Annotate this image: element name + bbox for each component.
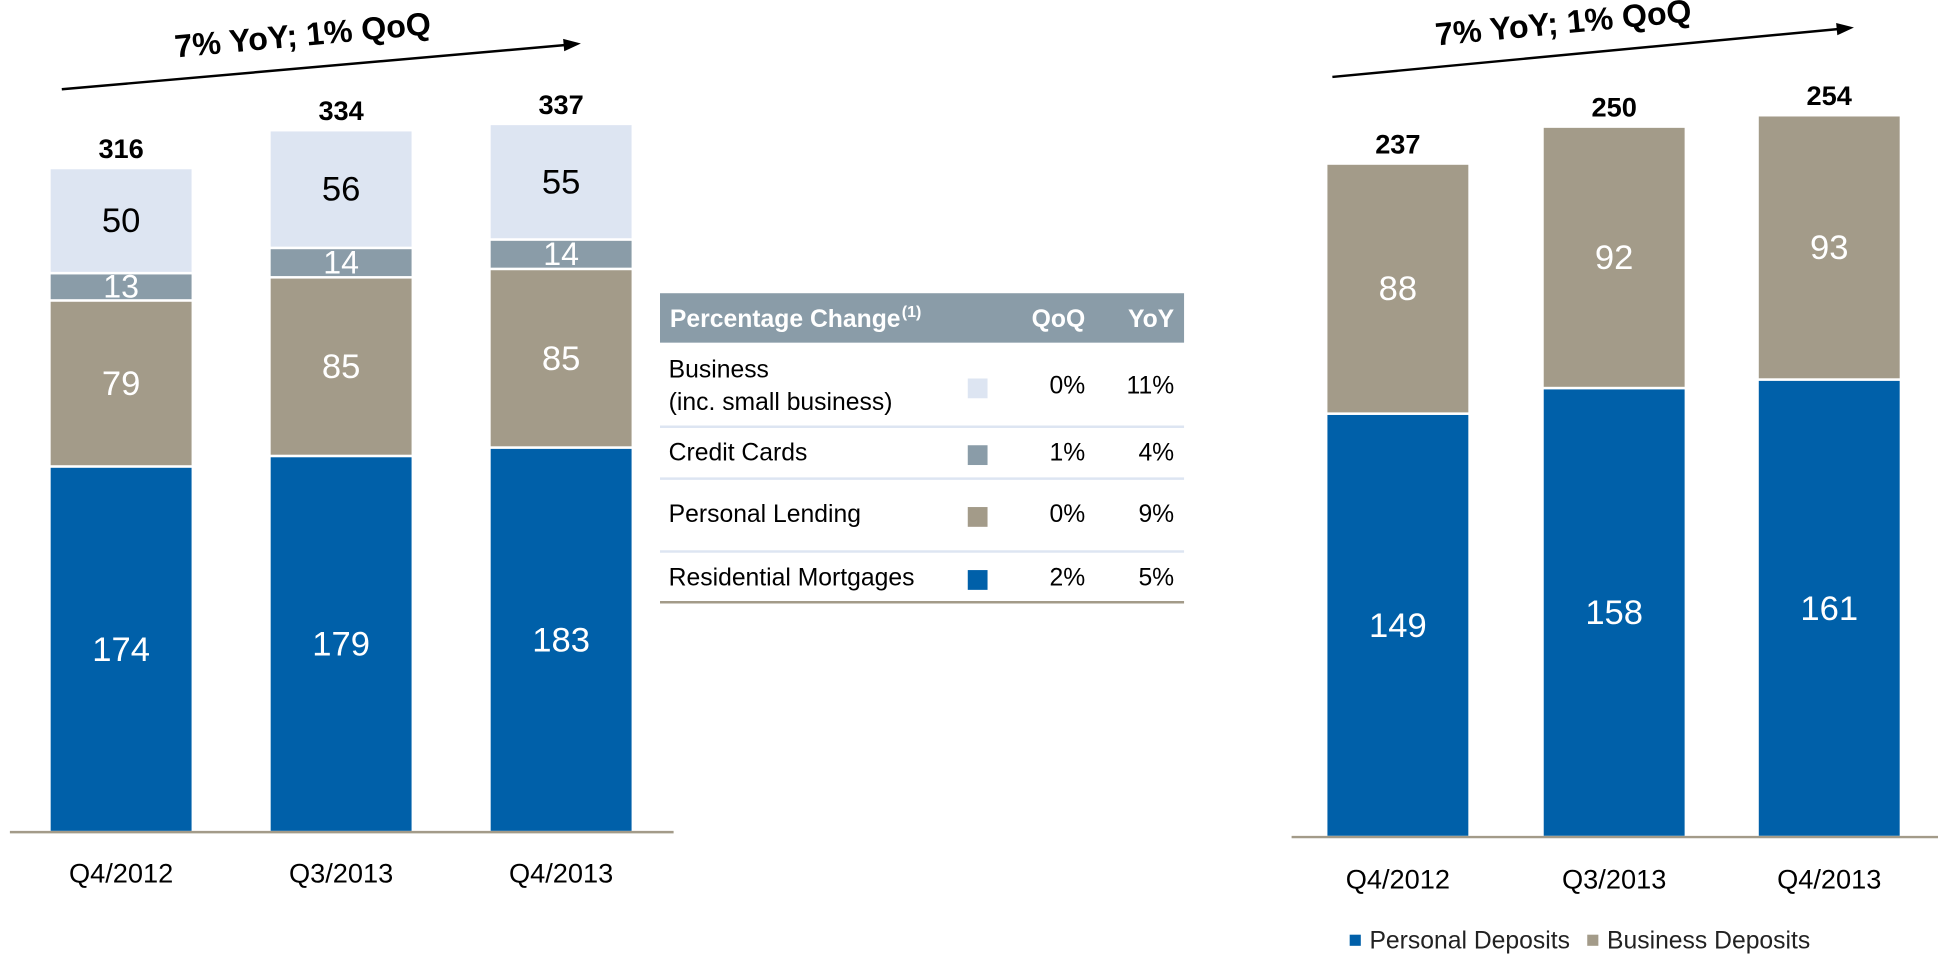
row-yoy: 5% <box>1138 564 1174 591</box>
row-label: Business <box>669 357 769 384</box>
bar-segment <box>268 276 415 458</box>
x-tick-label: Q3/2013 <box>289 858 393 889</box>
total-label: 334 <box>318 95 363 126</box>
annotation: 7% YoY; 1% QoQ <box>173 5 432 64</box>
trend-arrow <box>61 43 569 91</box>
row-qoq: 1% <box>1049 439 1085 466</box>
legend-swatch <box>1587 934 1599 946</box>
row-label: Personal Lending <box>669 501 861 528</box>
total-label: 237 <box>1375 128 1420 159</box>
table-header-bg <box>660 293 1185 343</box>
bar-segment <box>1756 378 1903 839</box>
bar-segment <box>488 446 635 834</box>
row-qoq: 2% <box>1049 564 1085 591</box>
arrow-head <box>563 38 581 52</box>
total-label: 316 <box>98 133 143 164</box>
x-tick-label: Q4/2013 <box>509 858 613 889</box>
row-yoy: 9% <box>1138 501 1174 528</box>
bar-segment <box>48 299 195 468</box>
trend-arrow <box>1332 27 1842 79</box>
segment-label: 158 <box>1585 594 1643 632</box>
table-header: QoQ <box>1032 306 1086 333</box>
segment-label: 183 <box>532 621 590 659</box>
segment-label: 79 <box>102 365 140 403</box>
segment-label: 13 <box>103 269 139 305</box>
segment-label: 85 <box>542 340 580 378</box>
bar-segment <box>268 128 415 250</box>
arrow-head <box>1836 22 1854 36</box>
row-yoy: 11% <box>1127 373 1175 400</box>
annotation: 7% YoY; 1% QoQ <box>1434 0 1693 53</box>
segment-label: 55 <box>542 163 580 201</box>
row-swatch <box>967 570 988 590</box>
segment-label: 56 <box>322 171 360 209</box>
x-tick-label: Q4/2012 <box>1346 864 1450 895</box>
row-yoy: 4% <box>1138 439 1174 466</box>
total-label: 337 <box>538 89 583 120</box>
total-label: 254 <box>1807 80 1852 111</box>
bar-segment <box>488 238 635 271</box>
bar-segment <box>268 246 415 279</box>
segment-label: 174 <box>92 631 150 669</box>
table-header-note: (1) <box>902 303 922 321</box>
legend-swatch <box>1349 934 1361 946</box>
legend-label: Personal Deposits <box>1369 928 1569 955</box>
row-qoq: 0% <box>1049 501 1085 528</box>
table-header: YoY <box>1128 306 1175 333</box>
bar-segment <box>1324 412 1471 839</box>
x-tick-label: Q4/2012 <box>69 858 173 889</box>
row-label: Residential Mortgages <box>669 564 915 591</box>
segment-label: 93 <box>1810 229 1848 267</box>
segment-label: 85 <box>322 348 360 386</box>
bar-segment <box>48 166 195 275</box>
bar-segment <box>48 465 195 834</box>
x-tick-label: Q3/2013 <box>1562 864 1666 895</box>
bar-segment <box>1541 125 1688 390</box>
segment-label: 14 <box>323 245 359 281</box>
segment-label: 179 <box>312 626 370 664</box>
row-label: Credit Cards <box>669 439 808 466</box>
segment-label: 14 <box>543 236 579 272</box>
total-label: 250 <box>1591 91 1636 122</box>
bar-segment <box>1541 386 1688 839</box>
segment-label: 88 <box>1379 270 1417 308</box>
bar-segment <box>1324 162 1471 415</box>
segment-label: 92 <box>1595 239 1633 277</box>
row-label: (inc. small business) <box>669 389 893 416</box>
table-header: Percentage Change <box>670 306 901 333</box>
segment-label: 50 <box>102 202 140 240</box>
bar-segment <box>488 122 635 241</box>
x-tick-label: Q4/2013 <box>1777 864 1881 895</box>
bar-segment <box>1756 114 1903 381</box>
row-swatch <box>967 507 988 527</box>
row-swatch <box>967 445 988 466</box>
legend-label: Business Deposits <box>1607 928 1810 955</box>
segment-label: 161 <box>1800 590 1858 628</box>
row-swatch <box>967 378 988 399</box>
segment-label: 149 <box>1369 607 1427 645</box>
row-qoq: 0% <box>1049 373 1085 400</box>
